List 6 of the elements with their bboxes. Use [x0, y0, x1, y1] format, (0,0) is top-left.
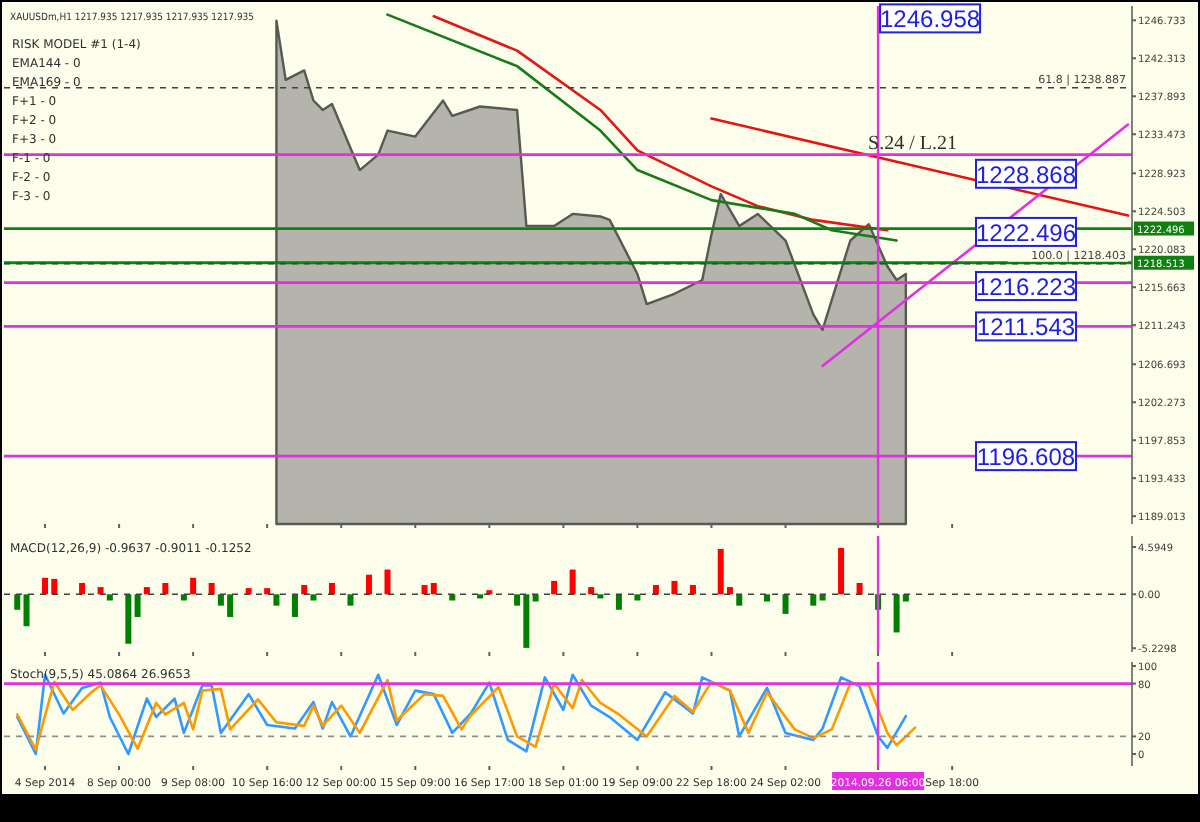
annotation: 1196.608: [976, 443, 1076, 472]
annotation: 1211.543: [976, 313, 1076, 342]
annotation: 1228.868: [975, 160, 1077, 189]
annotation: 1246.958: [880, 5, 981, 34]
annotation: 1222.496: [975, 218, 1077, 247]
annotation: 1216.223: [975, 273, 1077, 302]
